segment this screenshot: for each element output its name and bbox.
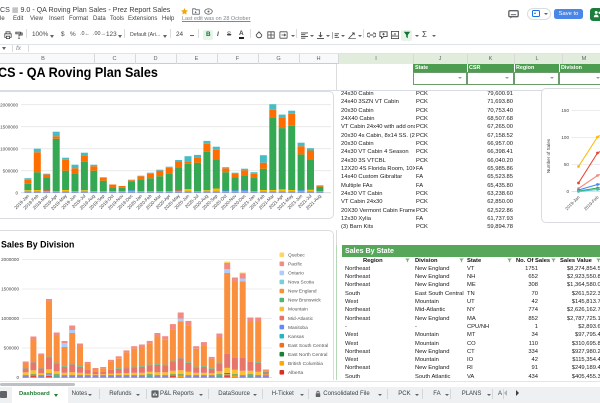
svg-text:1500000: 1500000 <box>0 124 18 129</box>
svg-text:100: 100 <box>561 135 569 140</box>
svg-text:500000: 500000 <box>3 168 19 173</box>
svg-text:Mid-Atlantic: Mid-Atlantic <box>288 315 314 321</box>
svg-text:1000000: 1000000 <box>0 146 18 151</box>
svg-text:Kansas: Kansas <box>288 333 305 339</box>
svg-text:0: 0 <box>15 190 18 195</box>
svg-text:Quebec: Quebec <box>288 252 305 258</box>
svg-text:Alberta: Alberta <box>288 370 304 376</box>
svg-text:New England: New England <box>288 288 317 294</box>
svg-text:Sales By Division: Sales By Division <box>1 239 74 249</box>
svg-text:Number of Sales: Number of Sales <box>546 138 551 173</box>
svg-text:1000000: 1000000 <box>1 316 19 321</box>
svg-text:Pacific: Pacific <box>288 261 303 267</box>
svg-text:East North Central: East North Central <box>288 351 327 357</box>
svg-text:2019-Feb: 2019-Feb <box>583 194 600 211</box>
svg-text:1500000: 1500000 <box>1 286 19 291</box>
svg-text:2000000: 2000000 <box>1 257 19 262</box>
svg-text:Mountain: Mountain <box>288 306 308 312</box>
svg-text:0: 0 <box>566 189 569 194</box>
svg-text:Ontario: Ontario <box>288 270 304 276</box>
svg-text:Manitoba: Manitoba <box>288 324 308 330</box>
svg-text:50: 50 <box>564 162 570 167</box>
svg-text:Nova Scotia: Nova Scotia <box>288 279 314 285</box>
svg-text:2019-Jan: 2019-Jan <box>564 194 581 211</box>
svg-text:New Brunswick: New Brunswick <box>288 297 321 303</box>
svg-text:150: 150 <box>561 108 569 113</box>
svg-text:East South Central: East South Central <box>288 342 328 348</box>
svg-text:British Columbia: British Columbia <box>288 361 323 367</box>
svg-text:2000000: 2000000 <box>0 102 18 107</box>
svg-text:500000: 500000 <box>4 345 20 350</box>
svg-text:0: 0 <box>16 375 19 380</box>
